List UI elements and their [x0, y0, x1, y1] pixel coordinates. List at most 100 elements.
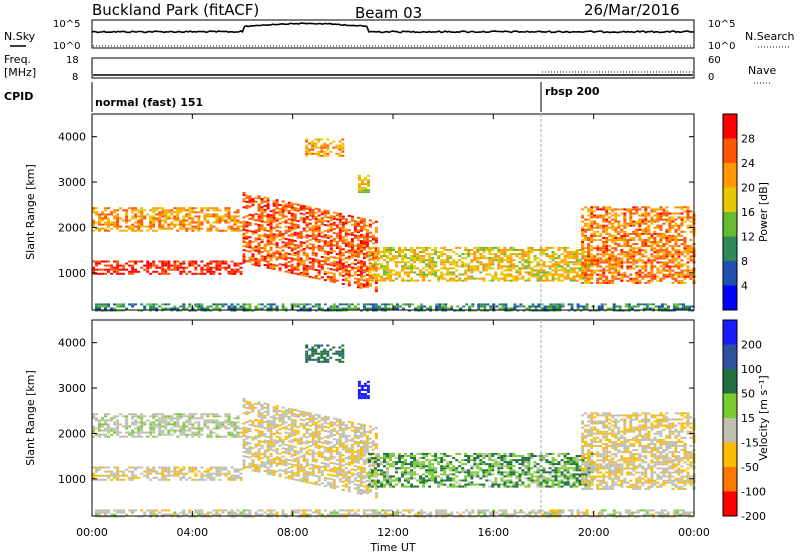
power-cell [567, 303, 571, 306]
power-cell [434, 261, 438, 264]
velocity-cell [272, 433, 276, 436]
power-cell [683, 251, 687, 254]
power-cell [251, 232, 255, 235]
power-cell [350, 262, 354, 265]
power-cell [584, 237, 588, 239]
power-cell [272, 202, 276, 205]
power-cell [344, 257, 348, 260]
power-cell [326, 259, 330, 262]
power-cell [509, 253, 513, 256]
power-cell [332, 272, 336, 275]
power-cell [376, 263, 380, 266]
power-cell [149, 307, 153, 310]
power-cell [413, 251, 417, 253]
velocity-cell [104, 419, 107, 422]
power-cell [452, 259, 456, 262]
power-cell [227, 207, 231, 210]
power-cell [305, 216, 309, 218]
power-cell [149, 272, 153, 275]
power-cell [623, 234, 627, 237]
power-cell [590, 257, 594, 260]
velocity-cell [296, 432, 300, 435]
power-cell [635, 234, 639, 237]
power-cell [650, 277, 654, 280]
power-cell [170, 213, 174, 216]
power-cell [485, 269, 489, 272]
power-cell [376, 246, 380, 249]
power-cell [384, 305, 387, 308]
power-cell [626, 255, 630, 258]
power-cell [281, 204, 285, 207]
power-cell [386, 261, 389, 264]
power-cell [332, 264, 336, 267]
power-cell [605, 259, 609, 262]
velocity-cell [290, 459, 294, 462]
power-cell [407, 265, 410, 268]
velocity-cell [227, 478, 231, 481]
power-cell [686, 257, 690, 260]
power-cell [314, 207, 318, 210]
power-cell [365, 280, 369, 283]
power-cell [347, 265, 351, 268]
velocity-cell [179, 431, 183, 434]
power-cell [386, 267, 389, 270]
power-cell [617, 269, 621, 272]
power-cell [284, 262, 288, 265]
power-cell [107, 229, 110, 232]
power-cell [92, 229, 95, 232]
power-cell [293, 223, 297, 226]
power-cell [662, 214, 666, 217]
power-cell [683, 281, 687, 284]
power-cell [218, 215, 222, 218]
power-cell [410, 255, 414, 258]
velocity-cell [302, 468, 306, 471]
power-cell [305, 303, 309, 306]
velocity-cell [194, 433, 198, 436]
power-cell [689, 220, 693, 223]
power-cell [305, 224, 309, 227]
power-cell [540, 303, 544, 306]
power-cell [467, 263, 471, 266]
power-cell [656, 271, 660, 274]
power-cell [227, 264, 231, 267]
power-cell [635, 206, 639, 209]
power-cell [245, 194, 249, 197]
power-cell [293, 272, 297, 275]
power-cell [656, 216, 660, 219]
power-cell [635, 220, 639, 223]
power-cell [287, 265, 291, 268]
power-cell [254, 219, 258, 222]
power-cell [638, 239, 642, 241]
power-cell [383, 267, 386, 270]
velocity-cell [203, 425, 207, 428]
power-cell [533, 257, 537, 260]
power-cell [563, 269, 567, 272]
power-cell [689, 259, 693, 262]
power-cell [599, 224, 603, 227]
power-cell [548, 255, 552, 258]
power-cell [203, 215, 207, 218]
power-cell [557, 261, 561, 264]
power-cell [389, 275, 392, 278]
power-cell [305, 269, 309, 271]
power-cell [500, 267, 504, 270]
power-cell [446, 249, 450, 251]
power-cell [317, 210, 321, 213]
power-cell [149, 227, 153, 230]
power-cell [665, 255, 669, 258]
velocity-cell [290, 469, 294, 472]
power-cell [641, 212, 645, 215]
velocity-cell [302, 458, 306, 461]
velocity-cell [248, 446, 252, 449]
power-cell [521, 265, 525, 268]
power-cell [203, 219, 207, 222]
power-cell [209, 223, 213, 226]
power-cell [92, 209, 95, 212]
power-cell [272, 219, 276, 221]
power-cell [317, 249, 321, 252]
power-cell [251, 216, 255, 219]
power-cell [626, 234, 630, 237]
power-cell [164, 303, 168, 306]
power-cell [656, 220, 660, 223]
power-cell [233, 264, 237, 267]
